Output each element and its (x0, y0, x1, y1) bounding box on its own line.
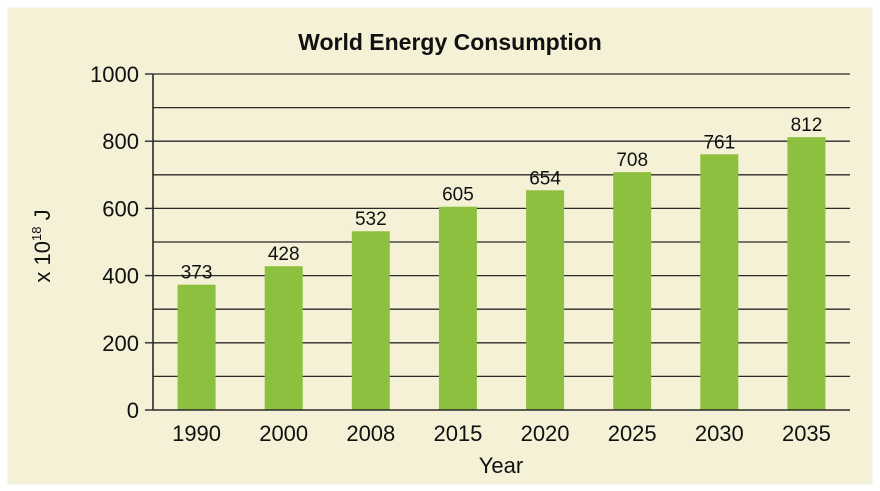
gridlines (153, 73, 850, 378)
bars (177, 137, 826, 410)
x-axis-ticks: 1990 2000 2008 2015 2020 2025 2030 2035 (172, 421, 831, 446)
bar-2030 (700, 154, 739, 410)
y-axis-label-prefix: x 10 (30, 241, 55, 283)
data-labels: 373 428 532 605 654 708 761 812 (181, 115, 823, 284)
chart-panel: World Energy Consumption 373 428 532 605 654… (8, 8, 872, 484)
data-label-2015: 605 (442, 185, 474, 206)
y-axis-label: x 1018 J (29, 209, 55, 282)
bar-chart: World Energy Consumption 373 428 532 605 654… (29, 29, 850, 478)
y-tick-label: 200 (102, 331, 139, 356)
y-tick-label: 0 (127, 398, 139, 423)
y-tick-label: 400 (102, 264, 139, 289)
y-tick-label: 600 (102, 196, 139, 221)
chart-title: World Energy Consumption (298, 29, 602, 55)
data-label-2000: 428 (268, 244, 300, 265)
x-tick-label-2015: 2015 (433, 421, 482, 446)
x-tick-label-2025: 2025 (608, 421, 657, 446)
x-tick-label-2030: 2030 (695, 421, 744, 446)
bar-2000 (264, 266, 303, 410)
data-label-2008: 532 (355, 209, 387, 230)
bar-2025 (613, 172, 652, 410)
bar-1990 (177, 284, 216, 410)
bar-2015 (438, 206, 477, 410)
data-label-2030: 761 (703, 132, 735, 153)
y-tick-label: 1000 (90, 62, 139, 87)
y-axis-label-unit: J (30, 209, 55, 226)
data-label-2025: 708 (616, 150, 648, 171)
x-tick-label-2000: 2000 (259, 421, 308, 446)
y-axis-label-exponent: 18 (29, 227, 44, 241)
x-tick-label-2020: 2020 (521, 421, 570, 446)
x-tick-label-2035: 2035 (782, 421, 831, 446)
bar-2008 (351, 231, 390, 410)
data-label-2020: 654 (529, 168, 561, 189)
data-label-1990: 373 (181, 263, 213, 284)
x-axis-label: Year (479, 453, 523, 478)
data-label-2035: 812 (791, 115, 823, 136)
y-axis-ticks: 0 200 400 600 800 1000 (90, 62, 153, 423)
bar-2020 (526, 190, 565, 410)
bar-2035 (787, 137, 826, 410)
x-tick-label-2008: 2008 (346, 421, 395, 446)
x-tick-label-1990: 1990 (172, 421, 221, 446)
y-tick-label: 800 (102, 129, 139, 154)
